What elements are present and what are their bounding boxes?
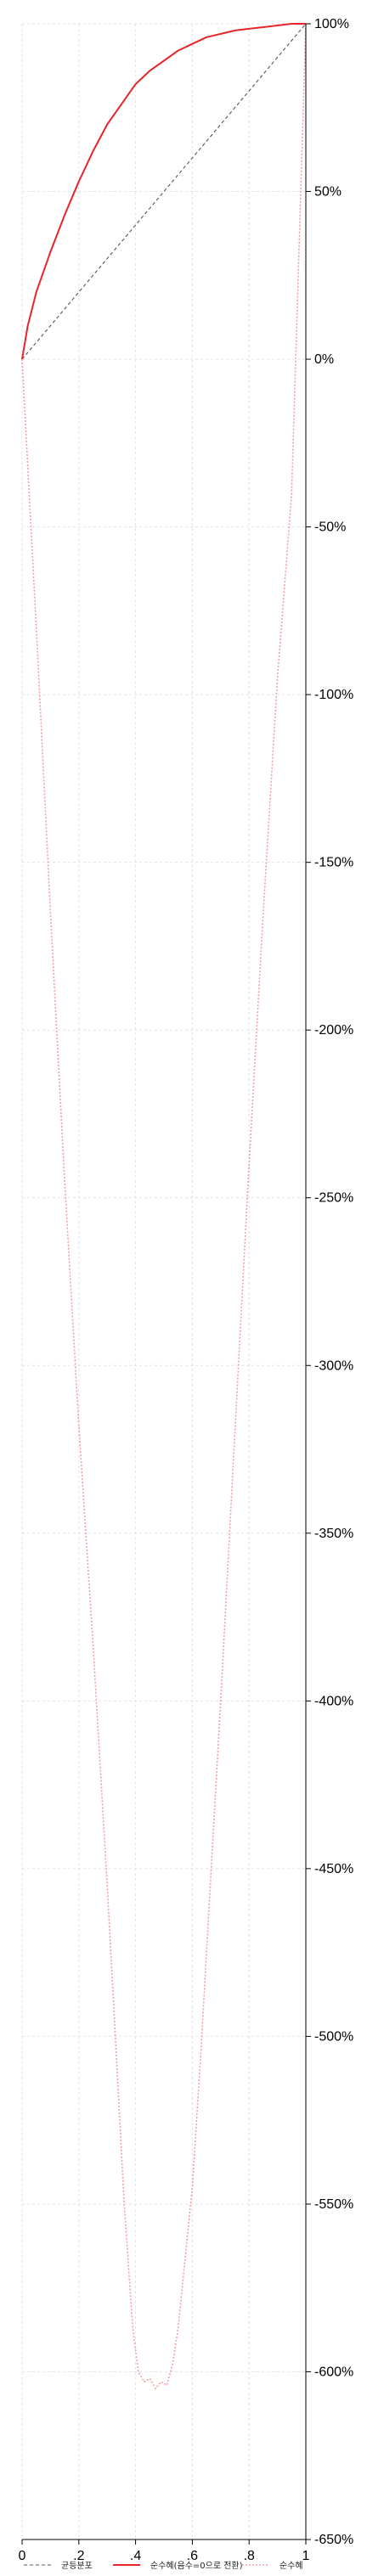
y-tick-label: 100% <box>314 17 349 31</box>
y-tick-label: -650% <box>314 2533 353 2547</box>
series-lines <box>21 23 307 2390</box>
y-tick-label: -600% <box>314 2365 353 2379</box>
y-tick-label: -350% <box>314 1527 353 1541</box>
y-tick-label: -250% <box>314 1191 353 1206</box>
x-tick-label: 1 <box>302 2549 310 2563</box>
y-tick-label: -500% <box>314 2029 353 2044</box>
x-tick-label: .4 <box>130 2549 141 2563</box>
y-tick-label: -550% <box>314 2197 353 2212</box>
y-tick-label: 0% <box>314 352 334 367</box>
x-tick-label: .8 <box>244 2549 255 2563</box>
series-line-1 <box>21 23 306 360</box>
x-tick-label: .2 <box>73 2549 84 2563</box>
series-line-0 <box>21 23 307 360</box>
legend-label-0: 균등분포 <box>61 2561 93 2571</box>
legend-label-2: 순수혜 <box>279 2561 303 2571</box>
y-tick-label: -300% <box>314 1358 353 1373</box>
series-line-2 <box>21 23 307 2390</box>
y-tick-label: -200% <box>314 1023 353 1038</box>
y-tick-label: -50% <box>314 520 346 535</box>
x-tick-label: 0 <box>19 2549 26 2563</box>
y-tick-label: -150% <box>314 856 353 870</box>
y-tick-label: -400% <box>314 1694 353 1708</box>
y-tick-label: 50% <box>314 185 342 200</box>
y-tick-label: -450% <box>314 1862 353 1876</box>
legend-label-1: 순수혜(음수=0으로 전환) <box>150 2561 243 2571</box>
x-tick-label: .6 <box>187 2549 198 2563</box>
axes: 100% 50% 0% -50% -100% -150% -200% -250% -300% -3… <box>19 17 354 2563</box>
legend: 균등분포 순수혜(음수=0으로 전환) 순수혜 <box>24 2561 303 2571</box>
y-tick-label: -100% <box>314 688 353 702</box>
